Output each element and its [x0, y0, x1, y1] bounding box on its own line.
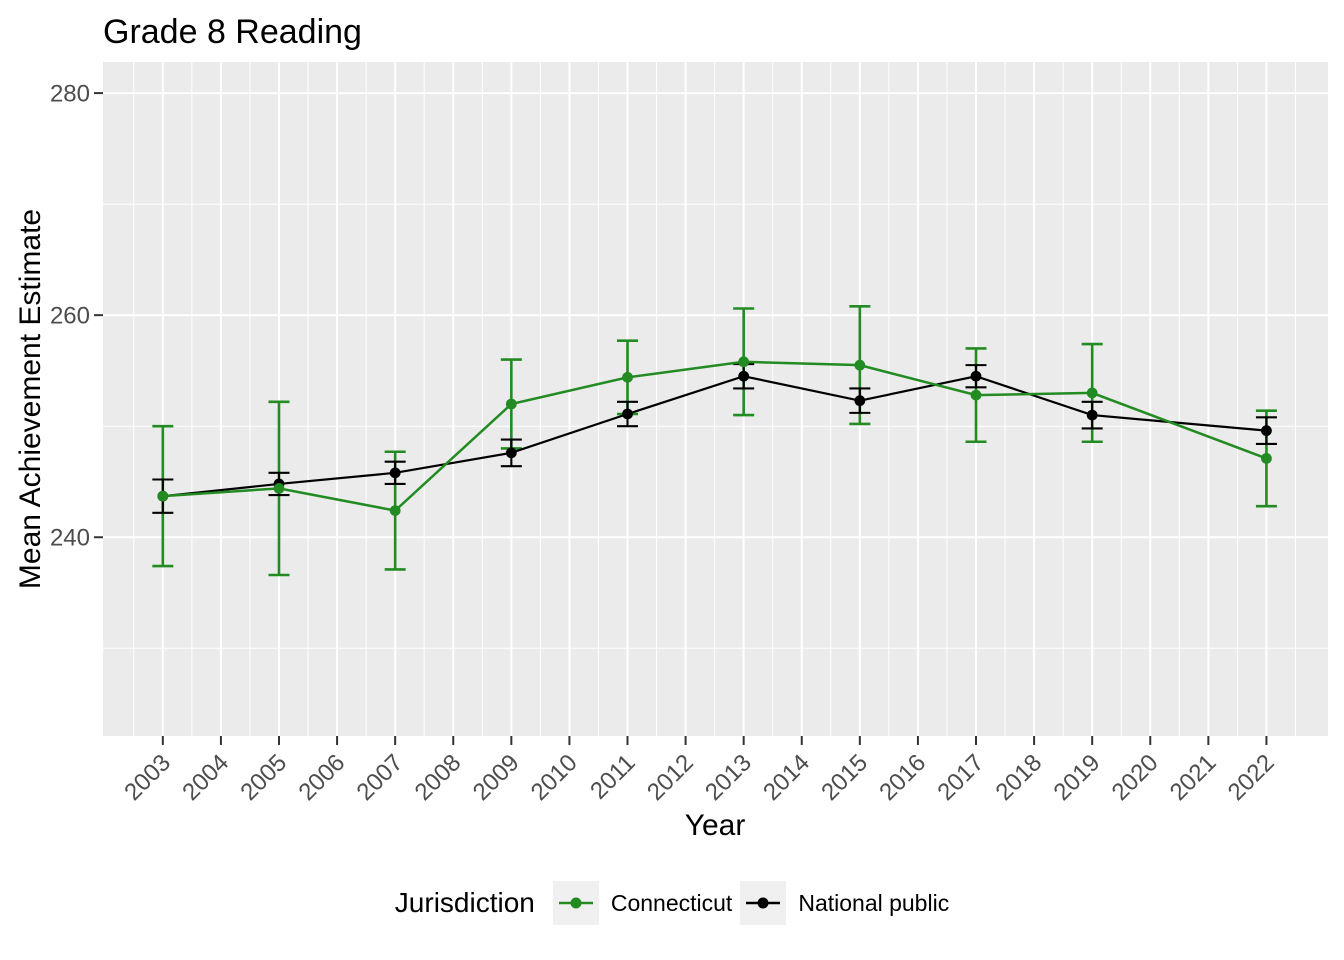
- y-tick-label-240: 240: [50, 525, 90, 552]
- legend-label-national-public: National public: [798, 889, 950, 916]
- x-tick-label-2005: 2005: [235, 749, 292, 806]
- x-tick-label-2020: 2020: [1107, 749, 1164, 806]
- point-connecticut-2003: [157, 490, 169, 502]
- x-tick-label-2022: 2022: [1223, 749, 1280, 806]
- point-national-public-2011: [622, 408, 633, 420]
- x-tick-label-2016: 2016: [874, 749, 931, 806]
- y-tick-labels: 240 260 280: [50, 81, 90, 552]
- chart-title: Grade 8 Reading: [103, 13, 362, 51]
- y-axis-title: Mean Achievement Estimate: [14, 209, 47, 589]
- legend-entries: Connecticut National public: [552, 881, 949, 925]
- x-tick-label-2017: 2017: [932, 749, 989, 806]
- point-connecticut-2009: [505, 398, 517, 410]
- x-tick-label-2013: 2013: [700, 749, 757, 806]
- point-national-public-2007: [389, 467, 401, 479]
- point-national-public-2013: [738, 370, 750, 382]
- line-national-public: [162, 375, 1267, 498]
- x-tick-label-2008: 2008: [410, 749, 467, 806]
- series-line: [162, 375, 1267, 498]
- legend-title: Jurisdiction: [394, 887, 535, 918]
- x-tick-label-2014: 2014: [758, 749, 815, 806]
- x-tick-label-2021: 2021: [1165, 749, 1222, 806]
- y-tick-label-280: 280: [50, 81, 90, 108]
- x-tick-label-2004: 2004: [177, 749, 234, 806]
- point-connecticut-2015: [854, 359, 866, 371]
- legend-key-national-public-icon: [740, 881, 787, 925]
- legend-entry-connecticut: Connecticut: [552, 881, 733, 925]
- x-tick-label-2018: 2018: [990, 749, 1047, 806]
- point-connecticut-2007: [389, 505, 401, 516]
- x-axis-title: Year: [685, 809, 746, 842]
- point-connecticut-2011: [622, 371, 633, 383]
- axis-ticks: [94, 92, 1268, 745]
- point-connecticut-2022: [1261, 453, 1272, 464]
- legend-key-connecticut-icon: [552, 881, 599, 925]
- legend-label-connecticut: Connecticut: [610, 889, 733, 916]
- x-tick-label-2019: 2019: [1049, 749, 1106, 806]
- x-tick-label-2015: 2015: [816, 749, 873, 806]
- point-national-public-2022: [1261, 425, 1272, 437]
- points-connecticut: [157, 356, 1272, 516]
- x-tick-label-2006: 2006: [293, 749, 350, 806]
- plot-panel: [103, 62, 1328, 736]
- x-tick-label-2007: 2007: [352, 749, 409, 806]
- series-line: [162, 360, 1267, 512]
- point-national-public-2017: [970, 370, 982, 382]
- x-tick-label-2003: 2003: [119, 749, 176, 806]
- x-tick-label-2010: 2010: [526, 749, 583, 806]
- point-connecticut-2019: [1086, 387, 1098, 399]
- point-connecticut-2017: [970, 389, 982, 401]
- legend-entry-national-public: National public: [740, 881, 949, 925]
- point-national-public-2015: [854, 395, 866, 407]
- x-tick-label-2012: 2012: [642, 749, 699, 806]
- x-tick-label-2009: 2009: [468, 749, 525, 806]
- line-connecticut: [162, 360, 1267, 512]
- point-national-public-2009: [505, 447, 517, 459]
- point-connecticut-2005: [273, 482, 285, 494]
- grid-minor: [103, 62, 1328, 736]
- point-national-public-2019: [1086, 409, 1098, 421]
- x-tick-label-2011: 2011: [585, 749, 641, 805]
- x-tick-labels: 2003 2004 2005 2006 2007 2008 2009 2010 2011 2012…: [119, 749, 1279, 806]
- legend: Jurisdiction Connecticut National public: [0, 881, 1344, 925]
- point-connecticut-2013: [738, 356, 750, 368]
- y-tick-label-260: 260: [50, 303, 90, 330]
